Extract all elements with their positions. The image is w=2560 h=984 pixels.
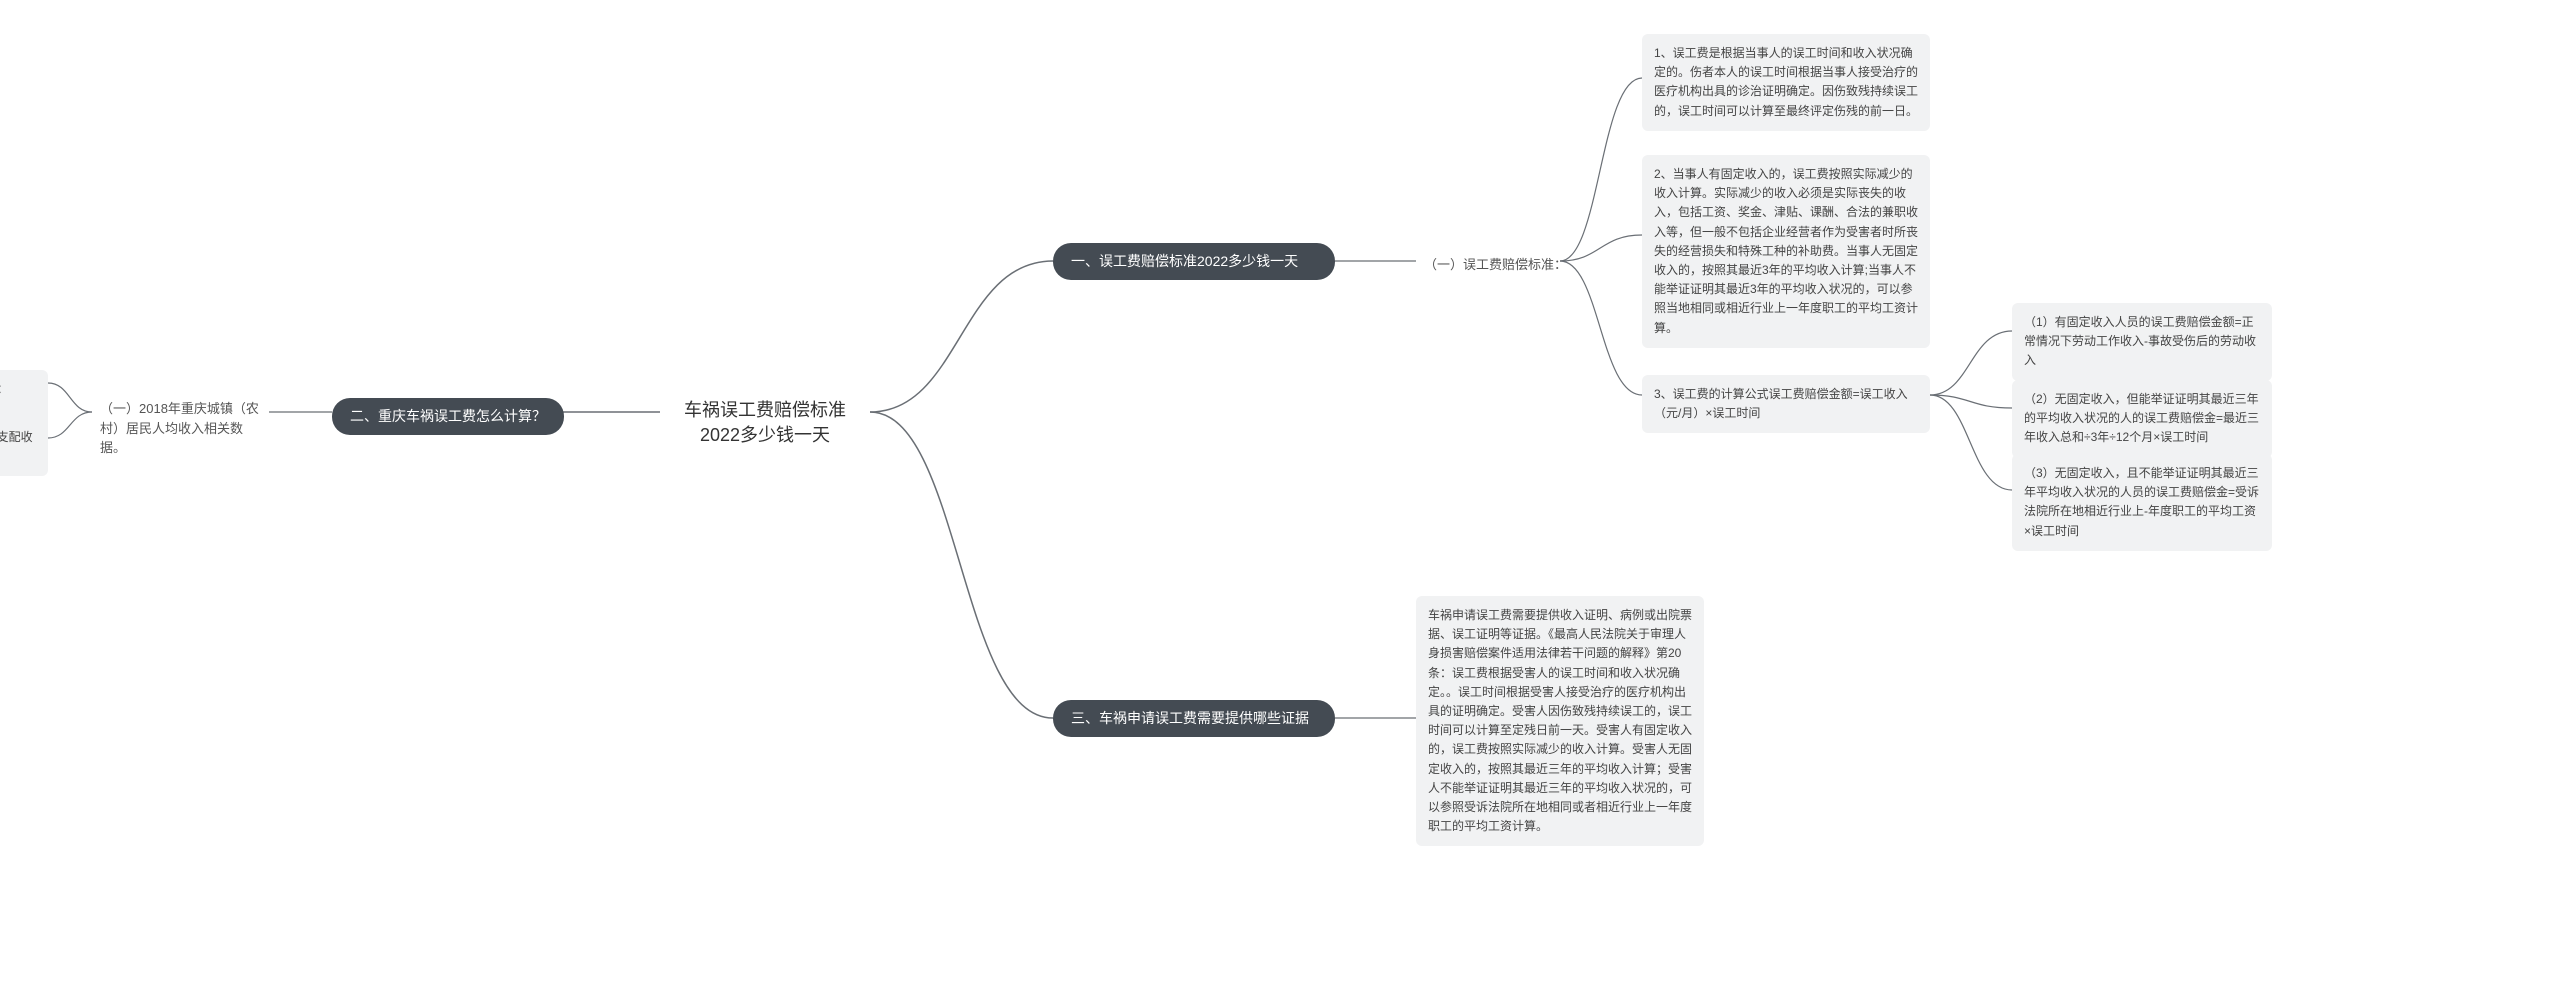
branch3-title: 三、车祸申请误工费需要提供哪些证据 [1071, 710, 1309, 726]
branch2-title: 二、重庆车祸误工费怎么计算？ [350, 408, 546, 424]
branch1-leaf3-text: 3、误工费的计算公式误工费赔偿金额=误工收入（元/月）×误工时间 [1654, 387, 1908, 420]
branch3-node: 三、车祸申请误工费需要提供哪些证据 [1053, 700, 1335, 737]
branch1-title: 一、误工费赔偿标准2022多少钱一天 [1071, 253, 1298, 269]
branch1-leaf2: 2、当事人有固定收入的，误工费按照实际减少的收入计算。实际减少的收入必须是实际丧… [1642, 155, 1930, 348]
root-node: 车祸误工费赔偿标准2022多少钱一天 [660, 386, 870, 460]
branch1-leaf3b-text: （2）无固定收入，但能举证证明其最近三年的平均收入状况的人的误工费赔偿金=最近三… [2024, 392, 2259, 444]
root-title: 车祸误工费赔偿标准2022多少钱一天 [684, 400, 846, 445]
branch1-leaf3a-text: （1）有固定收入人员的误工费赔偿金额=正常情况下劳动工作收入-事故受伤后的劳动收… [2024, 315, 2256, 367]
branch1-node: 一、误工费赔偿标准2022多少钱一天 [1053, 243, 1335, 280]
branch2-sub: （一）2018年重庆城镇（农村）居民人均收入相关数据。 [92, 395, 272, 462]
branch1-leaf1-text: 1、误工费是根据当事人的误工时间和收入状况确定的。伤者本人的误工时间根据当事人接… [1654, 46, 1918, 118]
branch2-leaf2-text: 2、农村常住居民人均纯收入（可支配收入）：12638元。 [0, 430, 33, 463]
branch1-leaf3b: （2）无固定收入，但能举证证明其最近三年的平均收入状况的人的误工费赔偿金=最近三… [2012, 380, 2272, 458]
branch1-leaf3c-text: （3）无固定收入，且不能举证证明其最近三年平均收入状况的人员的误工费赔偿金=受诉… [2024, 466, 2259, 538]
branch1-leaf1: 1、误工费是根据当事人的误工时间和收入状况确定的。伤者本人的误工时间根据当事人接… [1642, 34, 1930, 131]
branch1-sub: （一）误工费赔偿标准： [1416, 251, 1575, 279]
branch1-leaf3c: （3）无固定收入，且不能举证证明其最近三年平均收入状况的人员的误工费赔偿金=受诉… [2012, 454, 2272, 551]
branch3-body: 车祸申请误工费需要提供收入证明、病例或出院票据、误工证明等证据。《最高人民法院关… [1416, 596, 1704, 846]
branch2-sub-text: （一）2018年重庆城镇（农村）居民人均收入相关数据。 [100, 401, 259, 455]
branch2-node: 二、重庆车祸误工费怎么计算？ [332, 398, 564, 435]
branch1-leaf2-text: 2、当事人有固定收入的，误工费按照实际减少的收入计算。实际减少的收入必须是实际丧… [1654, 167, 1918, 335]
branch3-body-text: 车祸申请误工费需要提供收入证明、病例或出院票据、误工证明等证据。《最高人民法院关… [1428, 608, 1692, 833]
branch1-leaf3: 3、误工费的计算公式误工费赔偿金额=误工收入（元/月）×误工时间 [1642, 375, 1930, 433]
branch2-leaf1-text: 1、城镇常住居民人均可支配收入：32193元 [0, 382, 9, 415]
branch2-leaf2: 2、农村常住居民人均纯收入（可支配收入）：12638元。 [0, 418, 48, 476]
branch1-sub-text: （一）误工费赔偿标准： [1424, 257, 1567, 272]
branch1-leaf3a: （1）有固定收入人员的误工费赔偿金额=正常情况下劳动工作收入-事故受伤后的劳动收… [2012, 303, 2272, 381]
